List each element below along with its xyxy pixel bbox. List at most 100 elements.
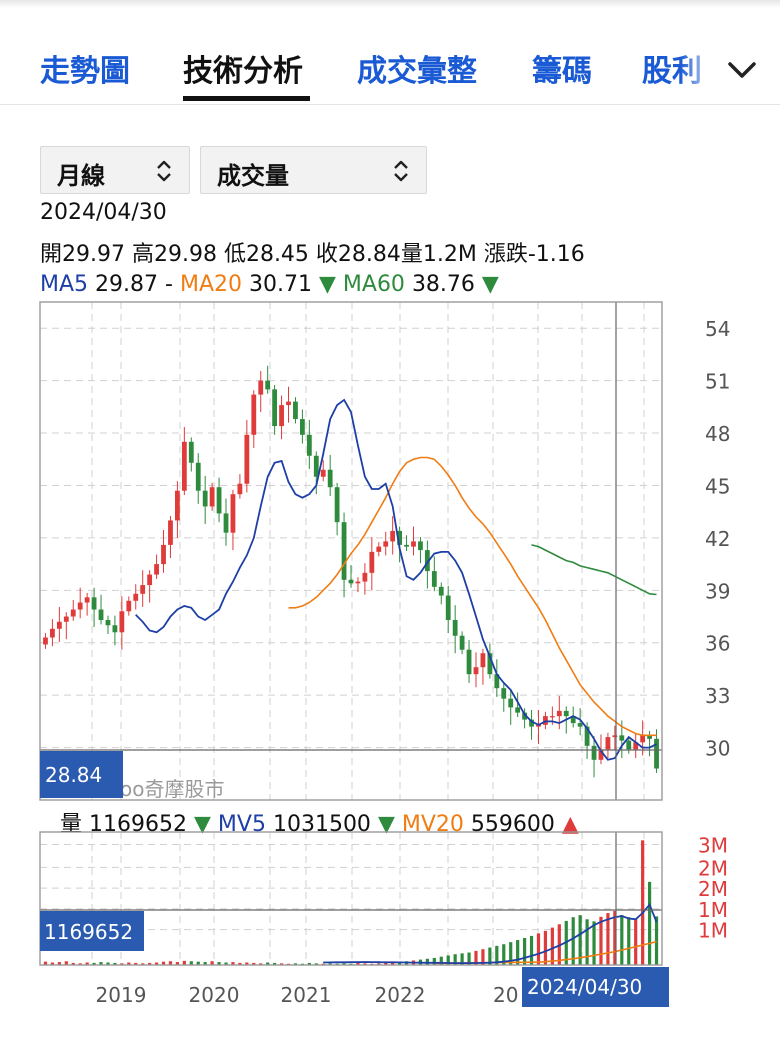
volume-bar [432,957,436,965]
volume-bar [488,947,492,965]
tab-chips[interactable]: 籌碼 [532,54,592,89]
period-select-value: 月線 [57,162,105,190]
tab-technical-analysis[interactable]: 技術分析 [183,54,303,89]
volume-bar [522,937,527,965]
volume-tick-label: 2M [698,856,728,880]
volume-bar [273,962,277,965]
down-arrow-icon: ▼ [377,812,395,837]
volume-bar [120,963,124,965]
volume-bar [64,961,68,965]
price-tick-label: 39 [705,579,730,603]
volume-tick-label: 3M [698,833,728,857]
ma20-line [288,456,657,737]
candle-body [355,581,361,584]
ohlc-summary: 開29.97 高29.98 低28.45 收28.84量1.2M 漲跌-1.16 [40,242,585,267]
volume-bar [307,962,311,965]
candle-body [522,712,527,720]
volume-bar [92,962,96,965]
ma-summary: MA5 29.87 - MA20 30.71 ▼ MA60 38.76 ▼ [40,272,499,297]
candle-body [84,597,90,603]
candle-body [424,550,430,572]
volume-tick-label: 2M [698,877,728,901]
volume-bar [266,962,270,965]
tab-trade-summary[interactable]: 成交彙整 [357,54,477,89]
candle-body [397,530,403,545]
volume-bar [252,962,256,965]
candle-body [272,389,278,427]
candle-body [147,574,153,586]
candle-body [390,530,396,542]
date-tag-label: 2024/04/30 [527,975,642,999]
candle-body [265,380,271,390]
volume-frame [39,831,663,966]
candle-body [577,723,583,727]
info-date: 2024/04/30 [40,200,167,225]
tab-overflow-fade [680,40,780,95]
volume-bar [238,962,242,965]
ma60-line [531,544,657,596]
candle-body [126,600,132,612]
candle-body [411,541,416,547]
volume-bar [585,919,589,965]
mv5-line [323,902,658,965]
candle-body [209,487,215,507]
candle-body [56,621,62,629]
candle-body [175,490,180,521]
ma60-value: 38.76 [411,272,475,297]
price-tick-label: 33 [705,684,730,708]
candle-body [584,726,590,746]
candle-body [112,625,118,633]
volume-bar [113,962,117,965]
candle-body [376,546,382,552]
volume-bar [509,942,513,965]
volume-bar [231,962,235,965]
candle-body [348,579,354,584]
active-tab-indicator [183,96,310,101]
x-tick-label: 2019 [96,983,147,1007]
candle-body [473,667,479,675]
candle-body [334,487,340,523]
volume-bar [641,840,645,965]
ma5-value: 29.87 [95,272,159,297]
volume-bar [259,963,263,965]
volume-bar [516,940,520,965]
price-tick-label: 51 [705,370,730,394]
ma20-label: MA20 [179,272,242,297]
volume-tag-label: 1169652 [44,920,133,944]
volume-bar [439,956,443,965]
candle-body [369,551,375,573]
ma5-label: MA5 [40,272,89,297]
candle-body [480,653,486,668]
x-tick-label: 2020 [189,983,240,1007]
candle-body [494,674,500,689]
ma5-line [135,398,657,761]
chevron-down-icon[interactable] [722,50,762,90]
volume-bar [148,962,152,965]
price-tick-label: 30 [705,737,730,761]
candle-body [452,620,458,636]
candle-body [286,401,291,406]
price-tick-label: 36 [705,632,730,656]
candle-body [299,419,305,435]
volume-bar [460,953,464,965]
tab-trend[interactable]: 走勢圖 [40,54,130,89]
volume-bar [134,962,138,965]
candle-body [362,572,368,582]
date-tag [522,967,669,1007]
period-select[interactable]: 月線 [40,146,190,194]
volume-bar [168,961,173,965]
volume-bar [543,930,548,965]
x-tick-label: 2022 [375,983,426,1007]
price-tag-label: 28.84 [45,763,102,787]
volume-bar [495,945,499,965]
indicator-select[interactable]: 成交量 [200,146,427,194]
volume-bar [453,954,457,965]
volume-bar [85,962,89,965]
candle-body [105,620,111,626]
volume-bar [182,960,186,965]
candle-body [563,710,569,717]
ma60-label: MA60 [342,272,405,297]
candle-body [70,609,76,617]
price-chart[interactable]: 54 51 48 45 42 39 36 33 30 oo奇摩股市 28.84 [0,300,780,808]
